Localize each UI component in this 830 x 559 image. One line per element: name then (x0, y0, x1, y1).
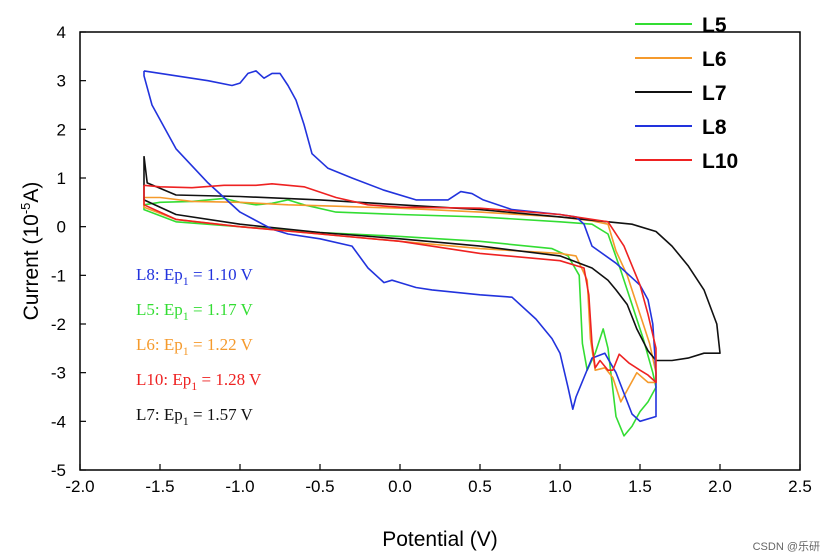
annotation-subscript: 1 (183, 344, 189, 358)
annotation-label: L8: Ep (136, 265, 183, 284)
x-tick-label: -1.5 (145, 477, 174, 496)
x-tick-label: 2.5 (788, 477, 812, 496)
annotation-label: L5: Ep (136, 300, 183, 319)
y-tick-label: -4 (51, 412, 66, 431)
series-l10-curve (143, 183, 657, 384)
x-tick-label: -2.0 (65, 477, 94, 496)
legend-label-l8: L8 (702, 116, 727, 139)
legend-label-l6: L6 (702, 48, 727, 71)
y-axis-title: Current (10-5A) (18, 182, 43, 321)
annotation-label: L10: Ep (136, 370, 191, 389)
x-tick-label: 1.0 (548, 477, 572, 496)
annotation-l10: L10: Ep1 = 1.28 V (136, 370, 262, 393)
annotation-label: L6: Ep (136, 335, 183, 354)
y-axis-title-sup: -5 (18, 203, 33, 215)
y-tick-label: 3 (57, 72, 66, 91)
watermark: CSDN @乐研 (753, 540, 820, 553)
series-l6-curve (143, 196, 657, 403)
y-tick-label: -3 (51, 364, 66, 383)
annotation-l5: L5: Ep1 = 1.17 V (136, 300, 254, 323)
y-axis-title-end: A) (20, 182, 43, 203)
series-l8-curve (143, 70, 657, 423)
legend-label-l10: L10 (702, 150, 738, 173)
annotation-value: = 1.57 V (189, 405, 254, 424)
x-axis-title: Potential (V) (382, 528, 498, 551)
annotation-l8: L8: Ep1 = 1.10 V (136, 265, 254, 288)
annotation-value: = 1.17 V (189, 300, 254, 319)
annotation-subscript: 1 (183, 414, 189, 428)
y-axis-title-main: Current (10 (20, 214, 43, 320)
annotation-value: = 1.22 V (189, 335, 254, 354)
x-tick-label: 2.0 (708, 477, 732, 496)
y-tick-label: 4 (57, 23, 66, 42)
y-tick-label: -1 (51, 266, 66, 285)
annotation-subscript: 1 (183, 274, 189, 288)
annotation-value: = 1.28 V (197, 370, 262, 389)
annotation-subscript: 1 (191, 379, 197, 393)
x-tick-label: 0.5 (468, 477, 492, 496)
x-tick-label: -0.5 (305, 477, 334, 496)
y-tick-label: -5 (51, 461, 66, 480)
legend-label-l5: L5 (702, 14, 727, 37)
legend: L5 L6 L7 L8 L10 (635, 14, 738, 173)
curves (143, 70, 721, 437)
x-tick-label: 0.0 (388, 477, 412, 496)
series-l5-curve (143, 197, 657, 437)
series-l7-curve (143, 156, 721, 362)
x-tick-label: -1.0 (225, 477, 254, 496)
y-tick-label: -2 (51, 315, 66, 334)
peak-annotations: L8: Ep1 = 1.10 VL5: Ep1 = 1.17 VL6: Ep1 … (136, 265, 262, 428)
plot-frame (79, 31, 801, 471)
y-tick-label: 1 (57, 169, 66, 188)
annotation-subscript: 1 (183, 309, 189, 323)
y-tick-label: 0 (57, 218, 66, 237)
axis-ticks: -2.0 -1.5 -1.0 -0.5 0.0 0.5 1.0 1.5 2.0 2.5 4 3 2 1 0 -… (51, 23, 812, 496)
annotation-l7: L7: Ep1 = 1.57 V (136, 405, 254, 428)
x-tick-label: 1.5 (628, 477, 652, 496)
legend-label-l7: L7 (702, 82, 727, 105)
annotation-l6: L6: Ep1 = 1.22 V (136, 335, 254, 358)
annotation-value: = 1.10 V (189, 265, 254, 284)
y-tick-label: 2 (57, 120, 66, 139)
annotation-label: L7: Ep (136, 405, 183, 424)
